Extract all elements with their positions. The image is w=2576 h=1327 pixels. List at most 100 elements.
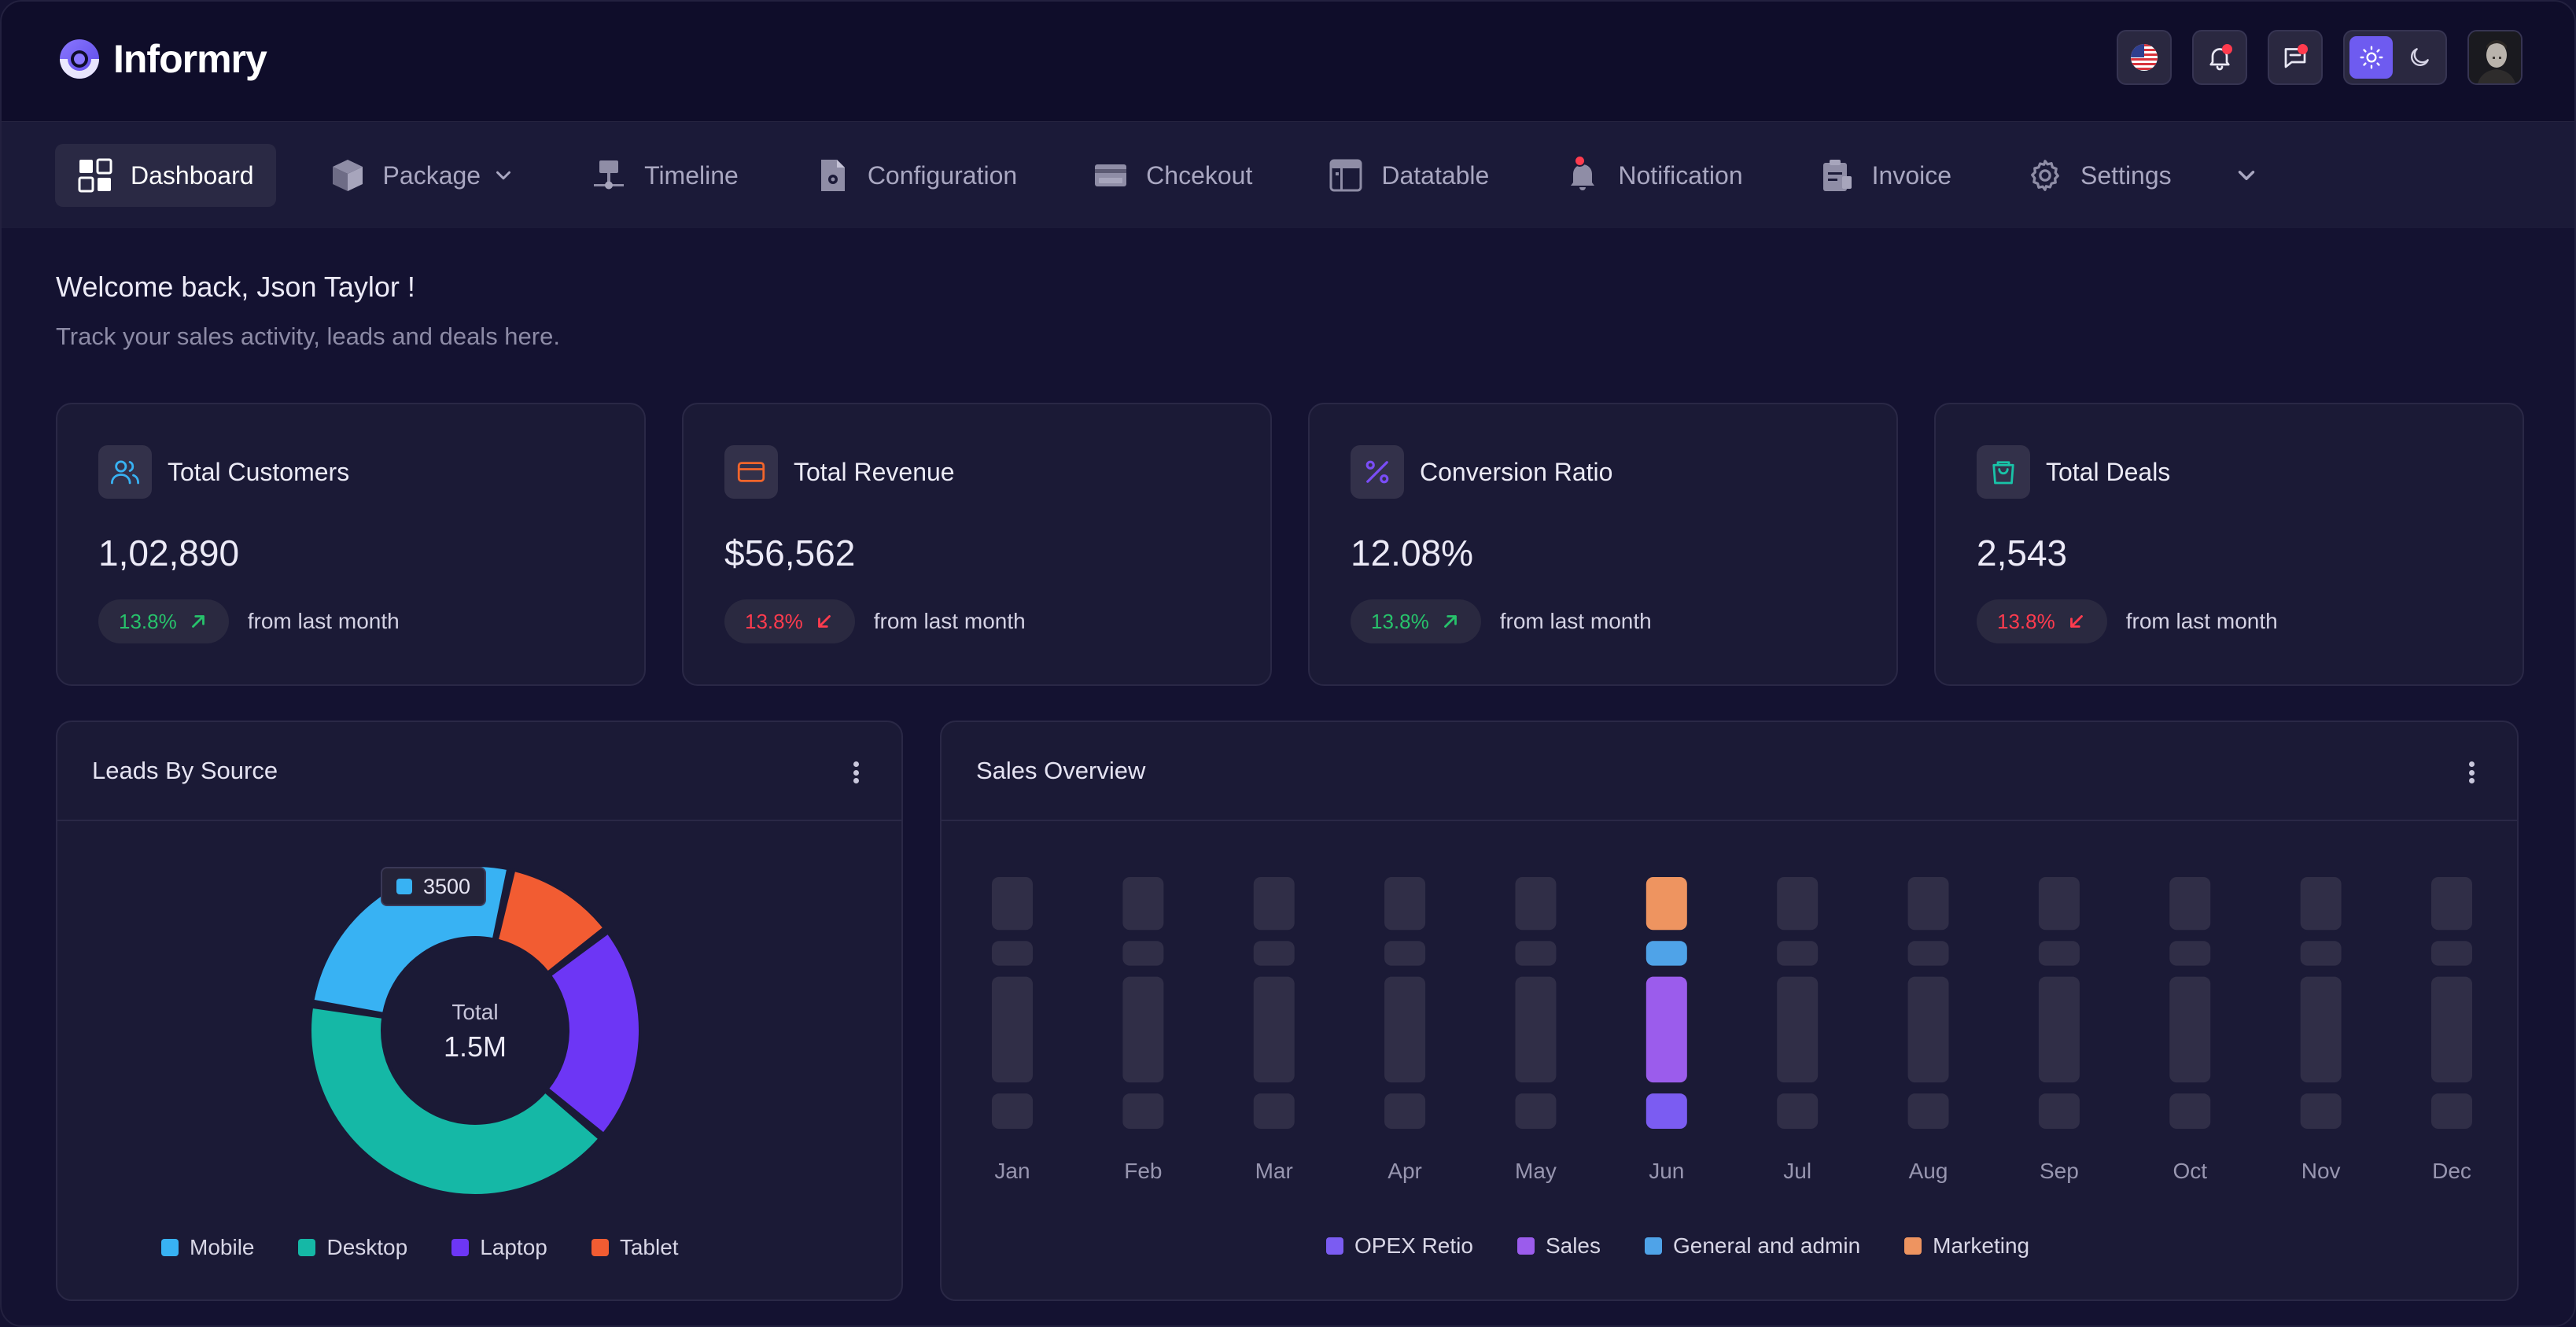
bar-segment-mar[interactable] <box>1253 976 1295 1083</box>
bar-segment-mar[interactable] <box>1253 1093 1295 1129</box>
chevron-down-icon <box>2238 171 2254 180</box>
bar-segment-jun[interactable] <box>1645 877 1687 931</box>
bar-segment-jul[interactable] <box>1777 1093 1819 1129</box>
bar-segment-nov[interactable] <box>2300 877 2342 931</box>
stat-header: Total Customers <box>98 445 349 499</box>
nav-item-dashboard[interactable]: Dashboard <box>55 144 276 207</box>
bar-segment-apr[interactable] <box>1384 1093 1426 1129</box>
nav-item-invoice[interactable]: Invoice <box>1797 144 1973 207</box>
stat-icon-box <box>98 445 152 499</box>
legend-swatch <box>1516 1237 1535 1255</box>
bar-segment-may[interactable] <box>1515 877 1557 931</box>
donut-chart-svg: Total 1.5M <box>308 864 642 1197</box>
language-button[interactable] <box>2117 30 2172 85</box>
stat-card-deals: Total Deals 2,543 13.8% from last month <box>1934 403 2524 686</box>
notifications-button[interactable] <box>2192 30 2247 85</box>
bar-segment-nov[interactable] <box>2300 941 2342 966</box>
theme-toggle[interactable] <box>2343 30 2447 85</box>
bar-segment-oct[interactable] <box>2169 976 2211 1083</box>
bar-segment-may[interactable] <box>1515 941 1557 966</box>
bar-segment-may[interactable] <box>1515 976 1557 1083</box>
nav-label: Package <box>382 160 481 190</box>
bar-segment-jul[interactable] <box>1777 941 1819 966</box>
bar-segment-jan[interactable] <box>992 877 1033 931</box>
nav-more-button[interactable] <box>2225 144 2268 207</box>
bar-segment-sep[interactable] <box>2038 1093 2080 1129</box>
arrow-down-left-icon <box>817 615 831 628</box>
bar-segment-jun[interactable] <box>1645 976 1687 1083</box>
legend-item-opex-retio[interactable]: OPEX Retio <box>1326 1233 1473 1259</box>
donut-slice-laptop[interactable] <box>545 931 642 1136</box>
bar-segment-feb[interactable] <box>1122 877 1164 931</box>
bar-segment-jun[interactable] <box>1645 1093 1687 1129</box>
legend-item-desktop[interactable]: Desktop <box>298 1235 407 1260</box>
user-avatar[interactable] <box>2467 30 2523 85</box>
bar-segment-aug[interactable] <box>1907 1093 1949 1129</box>
stat-note: from last month <box>2125 609 2278 633</box>
sun-icon <box>2359 46 2383 69</box>
bar-segment-jan[interactable] <box>992 1093 1033 1129</box>
legend-item-sales[interactable]: Sales <box>1516 1233 1601 1259</box>
nav-label: Configuration <box>867 160 1018 190</box>
dark-mode-option[interactable] <box>2397 36 2441 79</box>
bar-segment-oct[interactable] <box>2169 877 2211 931</box>
more-options-icon[interactable] <box>2464 755 2479 790</box>
legend-label: Desktop <box>326 1235 408 1259</box>
nav-item-configuration[interactable]: Configuration <box>792 144 1039 207</box>
legend-label: Mobile <box>190 1235 255 1259</box>
bar-segment-aug[interactable] <box>1907 941 1949 966</box>
app-logo[interactable]: Informry <box>55 35 267 83</box>
donut-slice-tablet[interactable] <box>495 868 606 975</box>
bar-segment-jul[interactable] <box>1777 877 1819 931</box>
bar-segment-may[interactable] <box>1515 1093 1557 1129</box>
legend-item-marketing[interactable]: Marketing <box>1904 1233 2029 1259</box>
bar-segment-dec[interactable] <box>2431 877 2472 931</box>
bar-segment-dec[interactable] <box>2431 941 2472 966</box>
bar-segment-nov[interactable] <box>2300 1093 2342 1129</box>
panel-header: Leads By Source <box>57 722 901 821</box>
bar-segment-jul[interactable] <box>1777 976 1819 1083</box>
messages-button[interactable] <box>2268 30 2323 85</box>
nav-item-datatable[interactable]: Datatable <box>1306 144 1511 207</box>
trend-badge: 13.8% <box>1977 599 2107 643</box>
bar-segment-jan[interactable] <box>992 976 1033 1083</box>
donut-legend: Mobile Desktop Laptop Tablet <box>161 1235 679 1260</box>
bar-segment-feb[interactable] <box>1122 976 1164 1083</box>
light-mode-option[interactable] <box>2349 36 2393 79</box>
bar-segment-apr[interactable] <box>1384 976 1426 1083</box>
gear-icon <box>2031 160 2059 191</box>
bar-segment-sep[interactable] <box>2038 941 2080 966</box>
trend-value: 13.8% <box>1997 609 2055 633</box>
bar-segment-jun[interactable] <box>1645 941 1687 966</box>
legend-item-laptop[interactable]: Laptop <box>451 1235 547 1260</box>
nav-item-package[interactable]: Package <box>308 144 538 207</box>
bar-segment-jan[interactable] <box>992 941 1033 966</box>
nav-item-checkout[interactable]: Chcekout <box>1071 144 1274 207</box>
bar-segment-feb[interactable] <box>1122 1093 1164 1129</box>
bar-segment-nov[interactable] <box>2300 976 2342 1083</box>
credit-card-icon <box>737 462 765 482</box>
stat-footer: 13.8% from last month <box>1977 599 2278 643</box>
donut-slice-desktop[interactable] <box>308 1004 602 1197</box>
bar-segment-aug[interactable] <box>1907 976 1949 1083</box>
nav-item-notification[interactable]: Notification <box>1542 144 1764 207</box>
nav-item-timeline[interactable]: Timeline <box>569 144 761 207</box>
nav-item-settings[interactable]: Settings <box>2005 144 2194 207</box>
bar-segment-dec[interactable] <box>2431 1093 2472 1129</box>
bar-segment-aug[interactable] <box>1907 877 1949 931</box>
legend-swatch <box>591 1239 609 1256</box>
bar-segment-apr[interactable] <box>1384 941 1426 966</box>
bar-segment-mar[interactable] <box>1253 941 1295 966</box>
bar-segment-sep[interactable] <box>2038 877 2080 931</box>
bar-segment-oct[interactable] <box>2169 941 2211 966</box>
bar-segment-feb[interactable] <box>1122 941 1164 966</box>
legend-item-tablet[interactable]: Tablet <box>591 1235 679 1260</box>
legend-item-mobile[interactable]: Mobile <box>161 1235 254 1260</box>
bar-segment-mar[interactable] <box>1253 877 1295 931</box>
bar-segment-oct[interactable] <box>2169 1093 2211 1129</box>
bar-segment-apr[interactable] <box>1384 877 1426 931</box>
bar-segment-dec[interactable] <box>2431 976 2472 1083</box>
legend-item-general-and-admin[interactable]: General and admin <box>1645 1233 1860 1259</box>
more-options-icon[interactable] <box>848 755 864 790</box>
bar-segment-sep[interactable] <box>2038 976 2080 1083</box>
